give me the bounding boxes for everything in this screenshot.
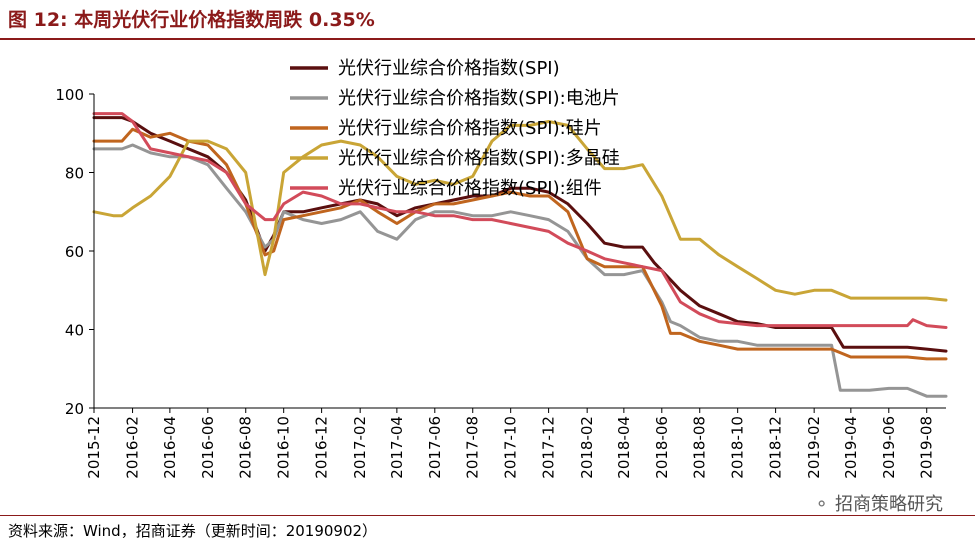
x-tick-label: 2017-02	[351, 416, 369, 479]
x-tick-label: 2018-02	[578, 416, 596, 479]
wechat-icon: ⚬	[814, 494, 830, 515]
series-line-1	[92, 143, 948, 398]
legend-label-4: 光伏行业综合价格指数(SPI):组件	[338, 178, 602, 199]
x-tick-label: 2017-04	[388, 416, 406, 479]
watermark-text: 招商策略研究	[835, 494, 943, 515]
series-lines	[92, 112, 948, 398]
x-tick-label: 2016-06	[199, 416, 217, 479]
series-line-3	[92, 120, 948, 302]
x-tick-label: 2018-04	[615, 416, 633, 479]
y-tick-label: 80	[65, 165, 84, 183]
x-tick-label: 2017-12	[540, 416, 558, 479]
legend: 光伏行业综合价格指数(SPI) 光伏行业综合价格指数(SPI):电池片光伏行业综合…	[290, 58, 620, 199]
x-tick-label: 2019-04	[842, 416, 860, 479]
source-note: 资料来源：Wind，招商证券（更新时间：20190902）	[8, 522, 378, 540]
x-tick-label: 2016-12	[313, 416, 331, 479]
x-tick-label: 2016-08	[237, 416, 255, 479]
legend-label-0: 光伏行业综合价格指数(SPI)	[338, 58, 560, 79]
line-chart: 20 40 60 80 100 2015-12 2016-02 2016-04 2016-06 2…	[55, 58, 948, 479]
source-divider	[0, 515, 975, 516]
y-tick-label: 60	[65, 243, 84, 261]
x-tick-label: 2019-02	[805, 416, 823, 479]
x-tick-label: 2016-10	[275, 416, 293, 479]
legend-label-3: 光伏行业综合价格指数(SPI):多晶硅	[338, 148, 620, 169]
x-tick-label: 2016-04	[161, 416, 179, 479]
figure-title: 图 12: 本周光伏行业价格指数周跌 0.35%	[8, 9, 375, 31]
x-tick-label: 2016-02	[124, 416, 142, 479]
x-tick-label: 2018-08	[691, 416, 709, 479]
x-tick-label: 2018-06	[653, 416, 671, 479]
title-divider	[0, 38, 975, 40]
legend-label-1: 光伏行业综合价格指数(SPI):电池片	[338, 88, 620, 109]
x-tick-label: 2017-06	[426, 416, 444, 479]
y-tick-label: 20	[65, 400, 84, 418]
series-line-4	[92, 112, 948, 329]
x-tick-label: 2019-06	[880, 416, 898, 479]
x-tick-label: 2017-10	[502, 416, 520, 479]
watermark: ⚬ 招商策略研究	[814, 490, 943, 516]
axes: 20 40 60 80 100 2015-12 2016-02 2016-04 2016-06 2…	[55, 86, 946, 479]
x-tick-label: 2018-10	[729, 416, 747, 479]
series-line-0	[92, 116, 948, 353]
x-tick-label: 2017-08	[464, 416, 482, 479]
x-tick-label: 2018-12	[767, 416, 785, 479]
x-tick-label: 2015-12	[85, 416, 103, 479]
legend-label-2: 光伏行业综合价格指数(SPI):硅片	[338, 118, 602, 139]
y-tick-label: 100	[55, 86, 84, 104]
x-tick-label: 2019-08	[918, 416, 936, 479]
y-tick-label: 40	[65, 322, 84, 340]
